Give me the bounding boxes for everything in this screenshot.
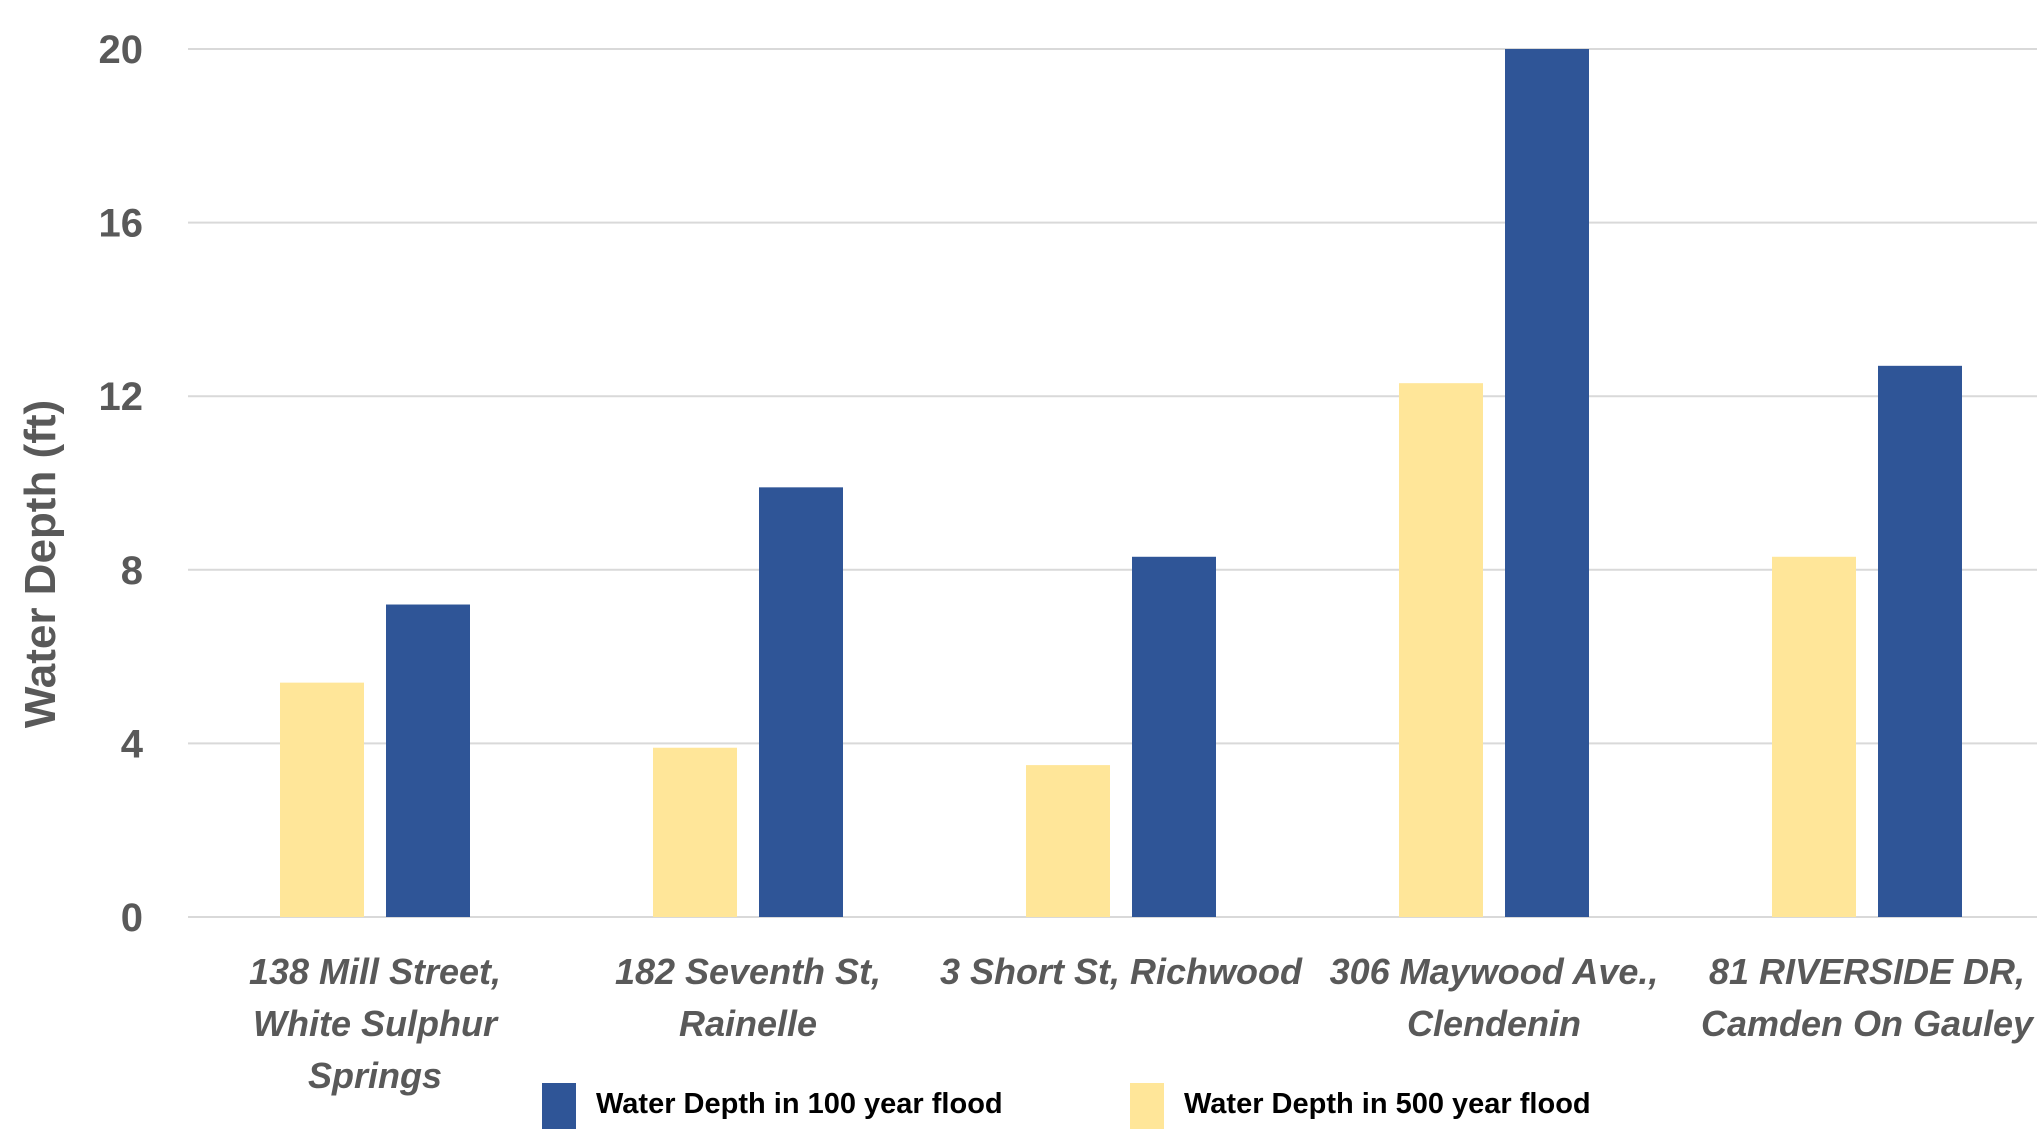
- legend-label: Water Depth in 100 year flood: [596, 1088, 1003, 1120]
- y-tick-label: 16: [99, 202, 144, 246]
- x-category-label-line: 3 Short St, Richwood: [940, 951, 1303, 992]
- x-axis-categories: 138 Mill Street, White Sulphur Springs 182 …: [249, 951, 2035, 1096]
- legend: Water Depth in 100 year flood Water Depth…: [542, 1083, 1591, 1129]
- y-tick-label: 20: [99, 28, 144, 72]
- legend-entry: Water Depth in 500 year flood: [1130, 1083, 1591, 1129]
- y-axis-title: Water Depth (ft): [16, 400, 65, 728]
- x-category-label-line: 138 Mill Street,: [249, 951, 501, 992]
- legend-swatch: [1130, 1083, 1164, 1129]
- legend-label: Water Depth in 500 year flood: [1184, 1088, 1591, 1120]
- y-axis-ticks: 0 4 8 12 16 20: [99, 28, 144, 940]
- bar-500yr-2: [1026, 765, 1110, 917]
- bar-100yr-0: [386, 604, 470, 917]
- bar-100yr-4: [1878, 365, 1962, 917]
- y-tick-label: 4: [121, 722, 144, 766]
- bar-100yr-2: [1132, 556, 1216, 917]
- x-category-label: 306 Maywood Ave., Clendenin: [1330, 951, 1659, 1044]
- legend-entry: Water Depth in 100 year flood: [542, 1083, 1003, 1129]
- x-category-label: 138 Mill Street, White Sulphur Springs: [249, 951, 501, 1096]
- x-category-label-line: Camden On Gauley: [1701, 1003, 2035, 1044]
- x-category-label: 182 Seventh St, Rainelle: [615, 951, 881, 1044]
- x-category-label-line: 182 Seventh St,: [615, 951, 881, 992]
- x-category-label-line: Springs: [308, 1055, 442, 1096]
- x-category-label: 3 Short St, Richwood: [940, 951, 1303, 992]
- x-category-label-line: Clendenin: [1407, 1003, 1581, 1044]
- y-tick-label: 12: [99, 375, 144, 419]
- x-category-label-line: 81 RIVERSIDE DR,: [1709, 951, 2025, 992]
- bars: [280, 49, 1962, 917]
- x-category-label-line: Rainelle: [679, 1003, 817, 1044]
- y-tick-label: 8: [121, 549, 143, 593]
- bar-500yr-1: [653, 747, 737, 917]
- y-tick-label: 0: [121, 896, 143, 940]
- bar-500yr-4: [1772, 556, 1856, 917]
- x-category-label-line: 306 Maywood Ave.,: [1330, 951, 1659, 992]
- bar-100yr-1: [759, 487, 843, 917]
- gridlines: [188, 48, 2037, 918]
- bar-500yr-3: [1399, 383, 1483, 917]
- x-category-label: 81 RIVERSIDE DR, Camden On Gauley: [1701, 951, 2035, 1044]
- x-category-label-line: White Sulphur: [253, 1003, 499, 1044]
- bar-500yr-0: [280, 682, 364, 917]
- legend-swatch: [542, 1083, 576, 1129]
- bar-100yr-3: [1505, 49, 1589, 917]
